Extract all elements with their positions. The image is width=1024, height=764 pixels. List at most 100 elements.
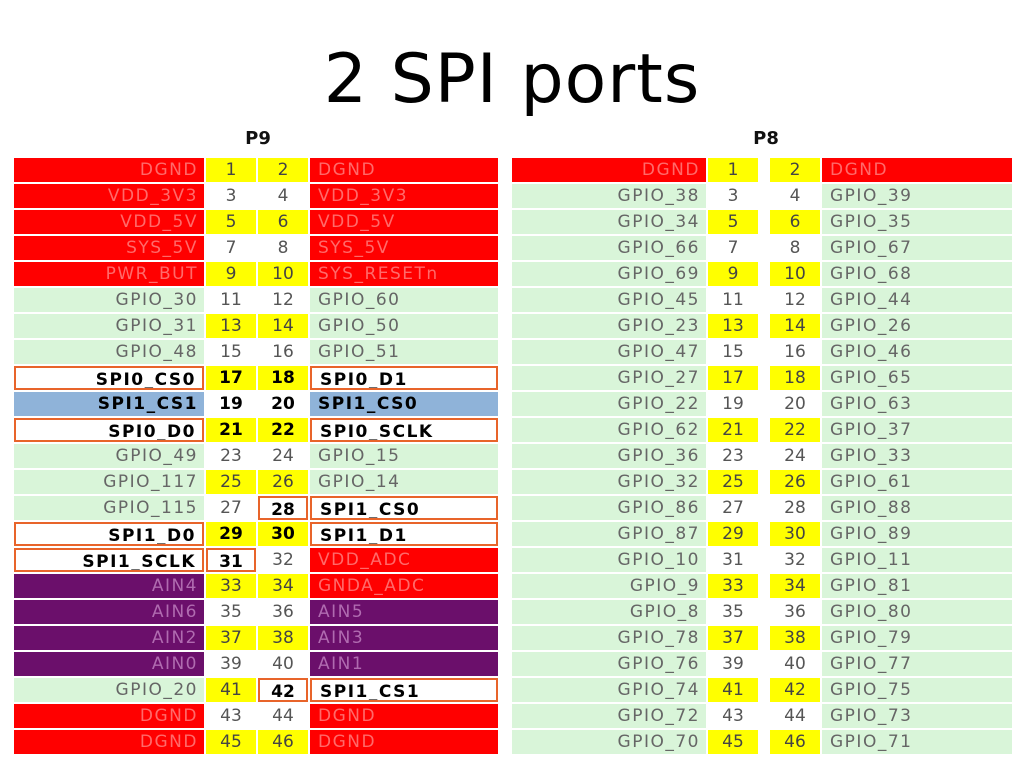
p8-pin-label-right: GPIO_61 [822, 470, 1012, 494]
p8-pin-number-odd: 35 [708, 600, 758, 624]
p9-pin-label-left: GPIO_20 [14, 678, 204, 702]
p8-pin-number-even: 46 [770, 730, 820, 754]
p9-pin-number-even: 26 [258, 470, 308, 494]
p8-pin-label-right: GPIO_46 [822, 340, 1012, 364]
p8-pin-label-right: GPIO_65 [822, 366, 1012, 390]
p9-pin-label-right: DGND [310, 158, 498, 182]
p8-pin-number-odd: 29 [708, 522, 758, 546]
p9-pin-number-even: 20 [258, 392, 308, 416]
p8-pin-label-right: GPIO_81 [822, 574, 1012, 598]
p8-pin-number-odd: 13 [708, 314, 758, 338]
p8-pin-number-even: 12 [770, 288, 820, 312]
p9-pin-label-left: GPIO_30 [14, 288, 204, 312]
p9-pin-label-right: SPI0_D1 [310, 366, 498, 390]
p9-pin-number-odd: 39 [206, 652, 256, 676]
p8-pin-label-left: GPIO_87 [512, 522, 706, 546]
p9-pin-number-even: 36 [258, 600, 308, 624]
p9-pin-label-right: AIN3 [310, 626, 498, 650]
p9-pin-number-even: 42 [258, 678, 308, 702]
p8-pin-number-odd: 31 [708, 548, 758, 572]
p9-pin-label-left: SPI1_SCLK [14, 548, 204, 572]
p9-pin-number-odd: 29 [206, 522, 256, 546]
p8-pin-number-even: 36 [770, 600, 820, 624]
p8-pin-number-odd: 39 [708, 652, 758, 676]
p9-pin-number-even: 28 [258, 496, 308, 520]
p9-pin-number-odd: 9 [206, 262, 256, 286]
p9-pin-label-left: AIN2 [14, 626, 204, 650]
p9-pin-label-left: SYS_5V [14, 236, 204, 260]
p8-pin-number-even: 34 [770, 574, 820, 598]
p9-pin-label-right: VDD_ADC [310, 548, 498, 572]
p8-pin-label-left: GPIO_62 [512, 418, 706, 442]
p8-pin-label-left: GPIO_32 [512, 470, 706, 494]
p9-pin-number-even: 8 [258, 236, 308, 260]
p8-pin-number-odd: 11 [708, 288, 758, 312]
p8-pin-label-right: GPIO_39 [822, 184, 1012, 208]
p9-pin-number-odd: 17 [206, 366, 256, 390]
p8-pin-number-odd: 1 [708, 158, 758, 182]
p9-pin-number-odd: 33 [206, 574, 256, 598]
p9-pin-label-left: AIN0 [14, 652, 204, 676]
p9-pin-label-right: SPI1_CS0 [310, 496, 498, 520]
p9-pin-number-even: 34 [258, 574, 308, 598]
p9-pin-label-right: SPI1_CS0 [310, 392, 498, 416]
p9-pin-label-left: AIN4 [14, 574, 204, 598]
p9-pin-number-odd: 41 [206, 678, 256, 702]
p9-pin-number-even: 16 [258, 340, 308, 364]
p8-pin-number-odd: 23 [708, 444, 758, 468]
p9-pin-label-left: GPIO_31 [14, 314, 204, 338]
slide-title: 2 SPI ports [323, 40, 701, 119]
p8-pin-label-right: GPIO_33 [822, 444, 1012, 468]
p8-pin-label-left: GPIO_22 [512, 392, 706, 416]
p8-pin-label-left: GPIO_74 [512, 678, 706, 702]
p9-pin-number-odd: 27 [206, 496, 256, 520]
p9-pin-number-odd: 31 [206, 548, 256, 572]
p8-pin-label-left: GPIO_27 [512, 366, 706, 390]
p8-pin-label-right: GPIO_37 [822, 418, 1012, 442]
p9-pin-number-odd: 3 [206, 184, 256, 208]
p8-pin-label-right: GPIO_89 [822, 522, 1012, 546]
p8-pin-label-right: GPIO_71 [822, 730, 1012, 754]
p9-pin-label-left: DGND [14, 704, 204, 728]
p9-pin-label-right: SPI0_SCLK [310, 418, 498, 442]
p9-pin-label-left: DGND [14, 730, 204, 754]
p8-pin-number-even: 28 [770, 496, 820, 520]
p8-pin-number-even: 42 [770, 678, 820, 702]
p9-pin-number-even: 2 [258, 158, 308, 182]
p9-pin-number-even: 44 [258, 704, 308, 728]
p8-pin-number-even: 40 [770, 652, 820, 676]
p8-pin-label-left: GPIO_9 [512, 574, 706, 598]
p9-pin-number-even: 18 [258, 366, 308, 390]
p8-pin-number-even: 18 [770, 366, 820, 390]
p8-pin-label-right: GPIO_26 [822, 314, 1012, 338]
p9-pin-label-left: PWR_BUT [14, 262, 204, 286]
p9-pin-label-left: GPIO_117 [14, 470, 204, 494]
header-p8: P8 [753, 128, 779, 149]
p9-pin-label-right: VDD_3V3 [310, 184, 498, 208]
p9-pin-label-right: SPI1_D1 [310, 522, 498, 546]
p8-pin-number-odd: 19 [708, 392, 758, 416]
p9-pin-number-even: 6 [258, 210, 308, 234]
p8-pin-number-even: 14 [770, 314, 820, 338]
p8-pin-label-right: GPIO_44 [822, 288, 1012, 312]
p8-pin-label-left: GPIO_66 [512, 236, 706, 260]
p8-pin-number-odd: 25 [708, 470, 758, 494]
p8-pin-label-left: GPIO_8 [512, 600, 706, 624]
p8-pin-number-odd: 45 [708, 730, 758, 754]
p8-pin-number-odd: 37 [708, 626, 758, 650]
p9-pin-number-even: 4 [258, 184, 308, 208]
p9-pin-number-odd: 43 [206, 704, 256, 728]
p9-pin-number-even: 46 [258, 730, 308, 754]
p8-pin-label-left: GPIO_72 [512, 704, 706, 728]
p8-pin-number-odd: 5 [708, 210, 758, 234]
p8-pin-number-even: 26 [770, 470, 820, 494]
p8-pin-number-odd: 33 [708, 574, 758, 598]
p8-pin-label-left: GPIO_36 [512, 444, 706, 468]
p8-pin-label-right: DGND [822, 158, 1012, 182]
p8-pin-label-left: GPIO_70 [512, 730, 706, 754]
p9-pin-number-even: 32 [258, 548, 308, 572]
p8-pin-label-right: GPIO_73 [822, 704, 1012, 728]
p9-pin-number-odd: 45 [206, 730, 256, 754]
p9-pin-label-left: VDD_5V [14, 210, 204, 234]
p9-pin-number-odd: 19 [206, 392, 256, 416]
